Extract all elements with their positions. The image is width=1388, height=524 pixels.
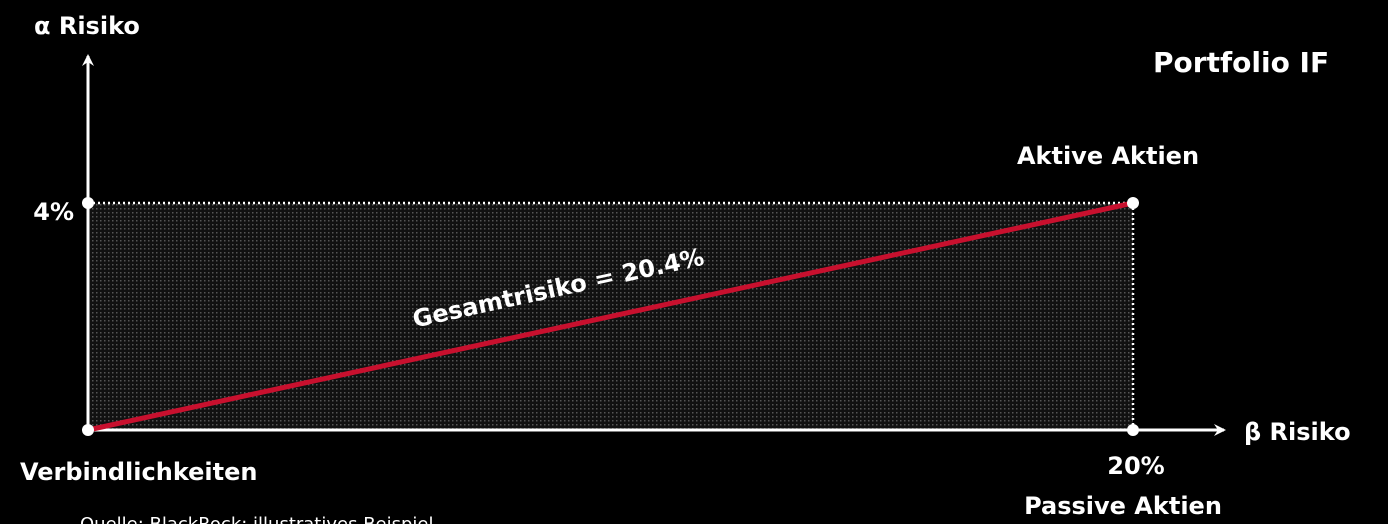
- source-note: Quelle: BlackRock; illustratives Beispie…: [80, 514, 434, 524]
- point-label: Aktive Aktien: [1017, 142, 1199, 170]
- point: [1127, 197, 1139, 209]
- total-risk-line: [87, 200, 1134, 433]
- x-tick-label: 20%: [1107, 452, 1164, 480]
- y-tick-label: 4%: [33, 198, 74, 226]
- point-label: Passive Aktien: [1024, 492, 1222, 520]
- point: [82, 424, 94, 436]
- point: [82, 197, 94, 209]
- title: Portfolio IF: [1153, 46, 1329, 79]
- point: [1127, 424, 1139, 436]
- point-label: Verbindlichkeiten: [20, 458, 257, 486]
- y-axis-label: α Risiko: [34, 12, 140, 40]
- x-axis-label: β Risiko: [1244, 418, 1351, 446]
